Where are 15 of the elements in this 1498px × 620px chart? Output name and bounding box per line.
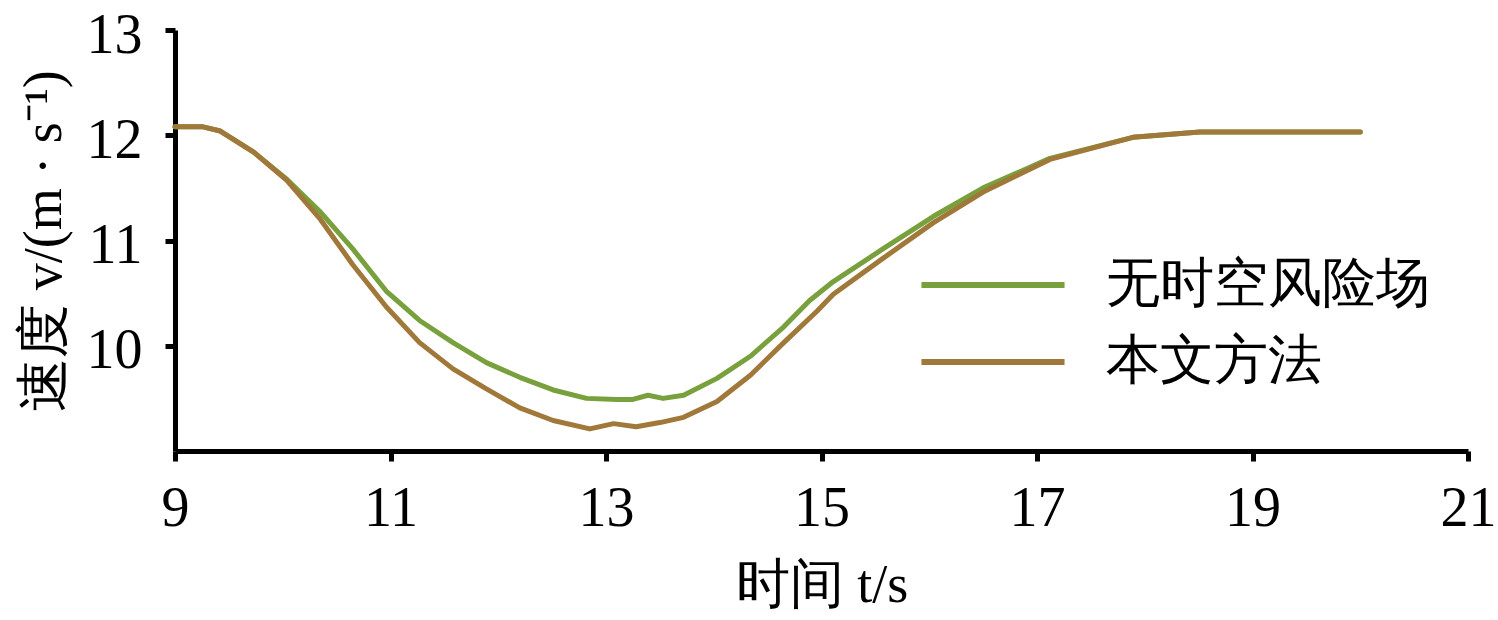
- y-tick-label: 13: [86, 2, 143, 65]
- x-tick-label: 9: [161, 475, 190, 538]
- x-tick-label: 11: [364, 475, 418, 538]
- x-tick-label: 21: [1440, 475, 1497, 538]
- x-axis-title: 时间 t/s: [735, 553, 909, 614]
- x-tick-label: 19: [1225, 475, 1281, 538]
- x-tick-label: 13: [578, 475, 635, 538]
- legend-label: 本文方法: [1106, 330, 1322, 390]
- x-tick-label: 15: [794, 475, 850, 538]
- y-axis-title: 速度 v/(m · s⁻¹): [12, 70, 73, 412]
- y-tick-label: 11: [88, 213, 143, 275]
- legend-label: 无时空风险场: [1106, 253, 1430, 313]
- x-tick-label: 17: [1009, 475, 1066, 538]
- y-tick-label: 10: [86, 318, 143, 381]
- y-tick-label: 12: [86, 107, 143, 170]
